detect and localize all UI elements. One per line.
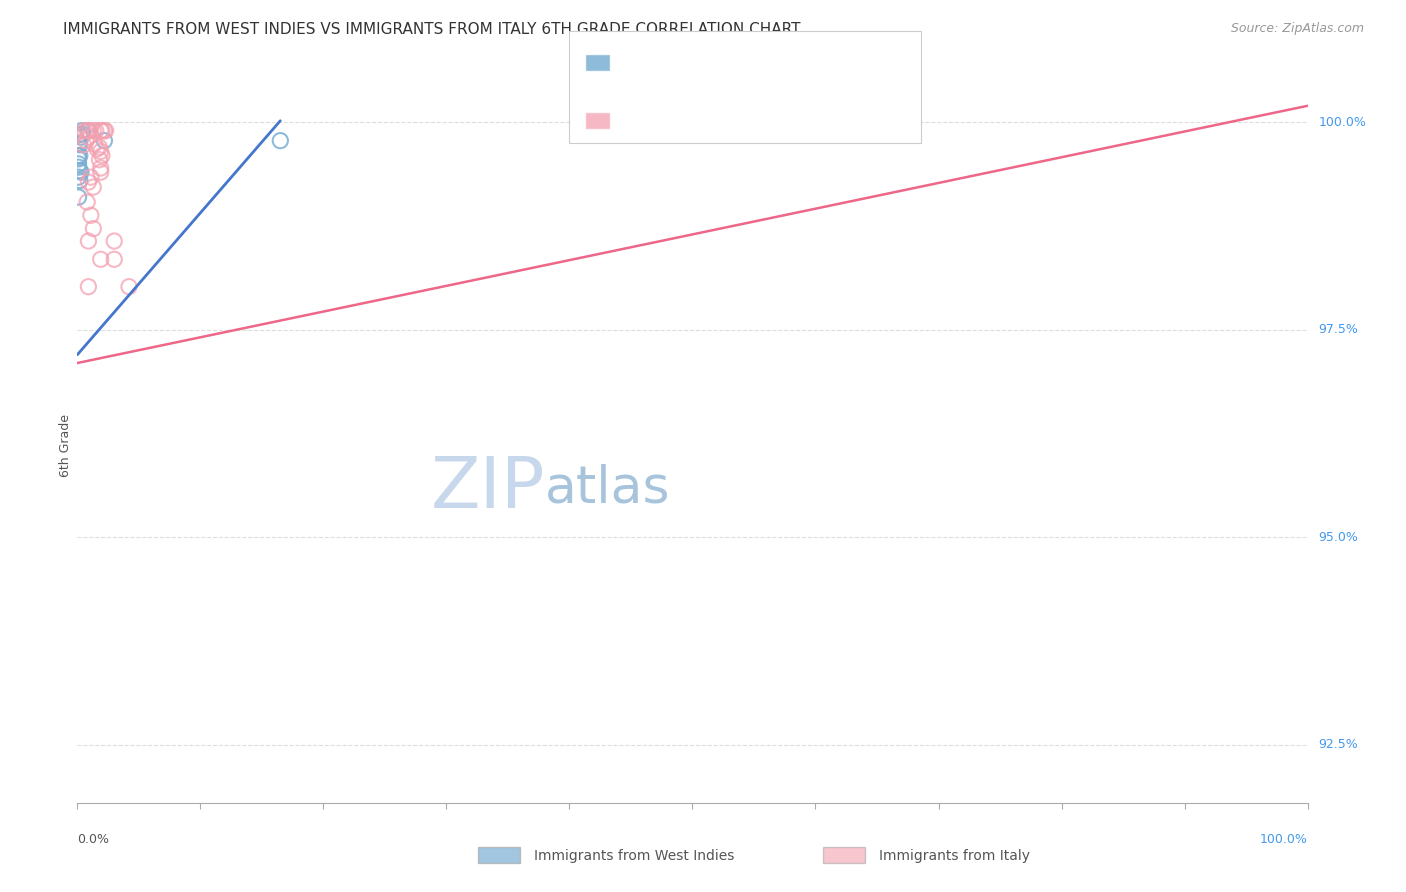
Point: [82, 221, 104, 235]
Point: [69, 128, 91, 142]
Point: [90, 252, 112, 267]
Text: 92.5%: 92.5%: [1319, 739, 1358, 751]
Point: [80, 208, 103, 222]
Point: [67, 136, 90, 150]
Point: [89, 140, 111, 154]
Point: [269, 134, 291, 148]
Point: [75, 134, 97, 148]
Point: [82, 124, 104, 138]
Point: [86, 142, 108, 156]
Point: [80, 170, 103, 185]
Text: 100.0%: 100.0%: [1260, 833, 1308, 847]
Text: 95.0%: 95.0%: [1319, 531, 1358, 544]
Point: [67, 157, 90, 171]
Point: [83, 136, 105, 151]
Point: [69, 137, 91, 152]
Point: [76, 124, 98, 138]
Point: [70, 165, 93, 179]
Point: [90, 148, 114, 162]
Point: [103, 252, 125, 267]
Text: Source: ZipAtlas.com: Source: ZipAtlas.com: [1230, 22, 1364, 36]
Point: [69, 163, 91, 178]
Point: [84, 124, 107, 138]
Point: [82, 180, 104, 194]
Point: [77, 130, 100, 145]
Point: [67, 190, 90, 204]
Point: [94, 124, 117, 138]
Text: N =: N =: [721, 55, 755, 70]
Point: [90, 161, 112, 175]
Point: [90, 124, 114, 138]
Point: [89, 153, 111, 167]
Text: R =: R =: [619, 113, 652, 128]
Text: N =: N =: [721, 113, 755, 128]
Point: [70, 124, 93, 138]
Point: [72, 137, 94, 152]
Point: [67, 148, 90, 162]
Point: [76, 195, 98, 210]
Point: [77, 234, 100, 248]
Point: [69, 148, 91, 162]
Y-axis label: 6th Grade: 6th Grade: [59, 415, 72, 477]
Point: [67, 160, 90, 174]
Point: [73, 124, 96, 138]
Text: Immigrants from Italy: Immigrants from Italy: [879, 849, 1029, 863]
Point: [90, 165, 112, 179]
Text: 32: 32: [756, 113, 778, 128]
Point: [69, 173, 91, 187]
Point: [70, 130, 93, 145]
Text: IMMIGRANTS FROM WEST INDIES VS IMMIGRANTS FROM ITALY 6TH GRADE CORRELATION CHART: IMMIGRANTS FROM WEST INDIES VS IMMIGRANT…: [63, 22, 801, 37]
Point: [77, 124, 100, 138]
Text: atlas: atlas: [546, 464, 671, 514]
Point: [93, 124, 115, 138]
Point: [90, 145, 112, 159]
Text: 0.353: 0.353: [657, 113, 704, 128]
Point: [77, 279, 100, 293]
Text: 19: 19: [756, 55, 778, 70]
Point: [67, 170, 90, 185]
Point: [90, 124, 112, 138]
Text: 0.511: 0.511: [657, 55, 704, 70]
Point: [118, 279, 141, 293]
Point: [79, 124, 101, 138]
Text: 100.0%: 100.0%: [1319, 116, 1367, 128]
Point: [103, 234, 125, 248]
Text: R =: R =: [619, 55, 652, 70]
Point: [67, 152, 90, 166]
Point: [77, 175, 100, 189]
Text: 0.0%: 0.0%: [77, 833, 110, 847]
Text: Immigrants from West Indies: Immigrants from West Indies: [534, 849, 735, 863]
Text: ZIP: ZIP: [430, 454, 546, 524]
Point: [70, 127, 93, 141]
Text: 97.5%: 97.5%: [1319, 323, 1358, 336]
Point: [93, 134, 115, 148]
